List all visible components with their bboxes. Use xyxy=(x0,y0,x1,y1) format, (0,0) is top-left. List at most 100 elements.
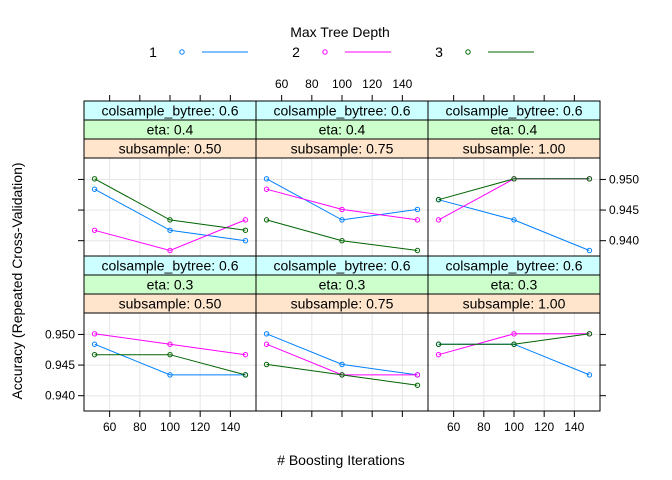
data-point-1 xyxy=(91,186,98,192)
y-tick-label: 0.945 xyxy=(609,203,639,217)
series-line-1 xyxy=(266,333,418,376)
strip-label: subsample: 0.50 xyxy=(119,296,222,312)
series-line-3 xyxy=(94,178,246,231)
x-tick-label: 100 xyxy=(332,77,352,91)
x-bottom-axis: 60 80 100 120 140 60 80 100 120 140 xyxy=(103,411,585,434)
data-point-2 xyxy=(339,206,345,213)
series-line-3 xyxy=(438,178,590,201)
data-point-2 xyxy=(414,217,421,223)
strip-label: eta: 0.3 xyxy=(491,277,538,293)
data-point-2 xyxy=(511,331,517,337)
data-point-2 xyxy=(91,227,98,233)
data-point-2 xyxy=(167,341,173,347)
y-tick-label: 0.950 xyxy=(45,327,75,341)
panel-3: colsample_bytree: 0.6 eta: 0.4 subsample: … xyxy=(427,100,601,257)
data-point-2 xyxy=(242,217,249,223)
data-point-1 xyxy=(511,217,517,223)
data-point-3 xyxy=(242,227,249,233)
data-point-2 xyxy=(263,341,270,347)
series-line-3 xyxy=(266,219,418,251)
data-point-3 xyxy=(263,361,270,368)
x-tick-label: 140 xyxy=(392,77,412,91)
legend-title: Max Tree Depth xyxy=(290,24,390,40)
x-top-axis: 60 80 100 120 140 xyxy=(109,77,575,101)
legend-entries: 1 2 3 xyxy=(149,44,534,60)
legend-label: 3 xyxy=(435,44,443,60)
panel-1: colsample_bytree: 0.6 eta: 0.4 subsample: … xyxy=(83,100,257,257)
strip-label: eta: 0.3 xyxy=(319,277,366,293)
x-tick-label: 60 xyxy=(447,420,461,434)
strip-label: eta: 0.4 xyxy=(147,122,194,138)
data-point-1 xyxy=(339,217,345,223)
x-tick-label: 100 xyxy=(504,420,524,434)
strip-label: subsample: 0.75 xyxy=(291,141,394,157)
panel-5: colsample_bytree: 0.6 eta: 0.3 subsample: … xyxy=(255,255,429,412)
data-point-1 xyxy=(339,361,345,368)
panel-2: colsample_bytree: 0.6 eta: 0.4 subsample: … xyxy=(255,100,429,257)
x-tick-label: 100 xyxy=(160,420,180,434)
data-point-1 xyxy=(414,206,421,213)
data-point-1 xyxy=(263,176,270,182)
data-point-1 xyxy=(167,372,173,378)
x-axis-label: # Boosting Iterations xyxy=(277,452,405,468)
strip-label: subsample: 0.50 xyxy=(119,141,222,157)
data-point-3 xyxy=(435,341,442,347)
panels: colsample_bytree: 0.6 eta: 0.4 subsample: … xyxy=(83,100,601,412)
strip-label: colsample_bytree: 0.6 xyxy=(446,258,583,274)
x-tick-label: 80 xyxy=(305,77,319,91)
data-point-3 xyxy=(242,372,249,378)
panel-4: colsample_bytree: 0.6 eta: 0.3 subsample: … xyxy=(83,255,257,412)
strip-label: colsample_bytree: 0.6 xyxy=(102,103,239,119)
x-tick-label: 120 xyxy=(190,420,210,434)
legend-point xyxy=(322,49,328,55)
data-point-3 xyxy=(339,372,345,378)
data-point-3 xyxy=(511,176,517,182)
y-tick-label: 0.945 xyxy=(45,358,75,372)
y-tick-label: 0.950 xyxy=(609,172,639,186)
strip-label: colsample_bytree: 0.6 xyxy=(274,103,411,119)
data-point-2 xyxy=(263,186,270,192)
x-tick-label: 60 xyxy=(103,420,117,434)
data-point-3 xyxy=(435,196,442,203)
data-point-3 xyxy=(414,382,421,388)
data-point-3 xyxy=(511,341,517,347)
legend-entry-3: 3 xyxy=(435,44,534,60)
data-point-1 xyxy=(586,247,593,254)
x-tick-label: 120 xyxy=(534,420,554,434)
data-point-2 xyxy=(435,351,442,358)
data-point-3 xyxy=(339,237,345,244)
y-axis-label: Accuracy (Repeated Cross-Validation) xyxy=(9,162,25,399)
data-point-2 xyxy=(242,351,249,358)
x-tick-label: 60 xyxy=(275,77,289,91)
series-line-1 xyxy=(266,178,418,221)
legend: Max Tree Depth 1 2 3 xyxy=(149,24,534,60)
data-point-1 xyxy=(242,237,249,244)
x-tick-label: 140 xyxy=(564,420,584,434)
legend-label: 1 xyxy=(149,44,157,60)
legend-point xyxy=(465,49,471,55)
strip-label: colsample_bytree: 0.6 xyxy=(446,103,583,119)
strip-label: colsample_bytree: 0.6 xyxy=(102,258,239,274)
data-point-2 xyxy=(91,331,98,337)
series-line-3 xyxy=(94,354,246,376)
data-point-3 xyxy=(263,217,270,223)
legend-entry-1: 1 xyxy=(149,44,248,60)
data-point-2 xyxy=(435,217,442,223)
strip-label: subsample: 0.75 xyxy=(291,296,394,312)
series-line-2 xyxy=(266,188,418,221)
x-tick-label: 120 xyxy=(362,77,382,91)
x-tick-label: 140 xyxy=(220,420,240,434)
series-line-3 xyxy=(438,333,590,345)
y-tick-label: 0.940 xyxy=(609,234,639,248)
series-line-3 xyxy=(266,363,418,386)
series-line-1 xyxy=(94,188,246,242)
series-line-2 xyxy=(94,333,246,356)
data-point-1 xyxy=(167,227,173,233)
strip-label: eta: 0.3 xyxy=(147,277,194,293)
series-line-2 xyxy=(94,219,246,252)
data-point-3 xyxy=(586,331,593,337)
data-point-3 xyxy=(91,351,98,358)
y-axes: 0.940 0.945 0.950 0.940 0.945 0.950 xyxy=(45,172,639,402)
legend-entry-2: 2 xyxy=(292,44,391,60)
strip-label: eta: 0.4 xyxy=(491,122,538,138)
